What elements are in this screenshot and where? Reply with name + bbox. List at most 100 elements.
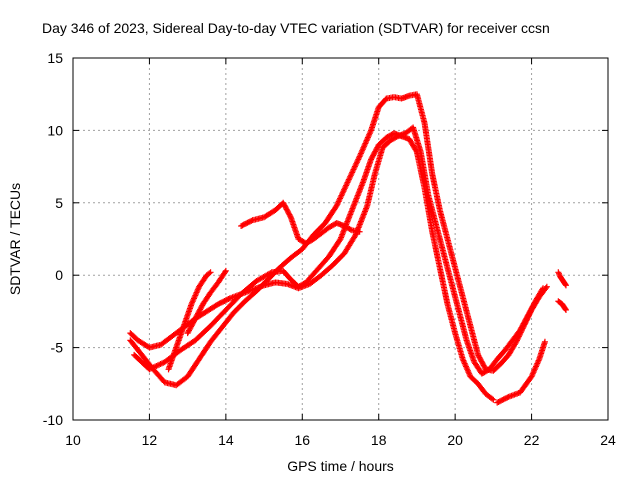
data-point — [369, 153, 376, 160]
data-point — [562, 306, 569, 313]
data-point — [490, 396, 497, 403]
series-arc-9 — [555, 298, 569, 313]
data-point — [188, 322, 195, 329]
data-point — [371, 149, 378, 156]
data-point — [413, 147, 420, 154]
y-axis-label: SDTVAR / TECUs — [7, 183, 23, 295]
x-tick-label: 24 — [600, 432, 616, 448]
data-point — [476, 354, 483, 361]
data-point — [146, 366, 153, 373]
data-point — [516, 332, 523, 339]
series-arc-8 — [555, 269, 569, 289]
data-point — [513, 337, 520, 344]
data-point — [192, 314, 199, 321]
data-point — [281, 202, 288, 209]
series-arc-6 — [184, 267, 229, 337]
data-point — [151, 363, 158, 370]
data-point — [372, 148, 379, 155]
data-point — [520, 322, 527, 329]
data-point — [189, 320, 196, 327]
data-point — [282, 203, 289, 210]
data-point — [197, 305, 204, 312]
series-arc-7 — [494, 338, 548, 406]
data-point — [280, 199, 287, 206]
x-tick-label: 22 — [524, 432, 540, 448]
data-points — [127, 91, 569, 406]
data-point — [522, 320, 529, 327]
data-point — [504, 394, 511, 401]
data-point — [479, 361, 486, 368]
data-point — [191, 316, 198, 323]
data-point — [190, 318, 197, 325]
data-point — [475, 351, 482, 358]
data-point — [518, 328, 525, 335]
axis-ticks: 10 12 14 16 18 20 22 24 -10 -5 0 5 10 15 — [43, 50, 616, 448]
data-point — [267, 270, 274, 277]
data-point — [149, 365, 156, 372]
data-point — [514, 336, 521, 343]
data-point — [523, 317, 530, 324]
data-point — [521, 321, 528, 328]
y-tick-label: 10 — [47, 122, 63, 138]
data-point — [225, 296, 232, 303]
data-point — [195, 310, 202, 317]
data-point — [370, 152, 377, 159]
data-point — [356, 228, 363, 235]
data-point — [368, 156, 375, 163]
series-arc-3 — [131, 130, 497, 403]
data-point — [150, 364, 157, 371]
y-tick-label: -5 — [51, 340, 64, 356]
data-point — [562, 282, 569, 289]
data-point — [524, 316, 531, 323]
data-point — [222, 267, 229, 274]
data-point — [285, 210, 292, 217]
data-point — [374, 144, 381, 151]
data-point — [222, 269, 229, 276]
data-point — [372, 147, 379, 154]
y-tick-label: 5 — [55, 195, 63, 211]
x-tick-label: 10 — [65, 432, 81, 448]
x-tick-label: 20 — [447, 432, 463, 448]
data-point — [519, 326, 526, 333]
data-point — [562, 305, 569, 312]
data-point — [479, 359, 486, 366]
data-point — [517, 329, 524, 336]
data-point — [186, 326, 193, 333]
data-point — [526, 312, 533, 319]
data-point — [283, 206, 290, 213]
data-point — [489, 395, 496, 402]
data-point — [194, 311, 201, 318]
data-point — [188, 323, 195, 330]
grid — [73, 58, 608, 420]
data-point — [526, 310, 533, 317]
x-tick-label: 12 — [142, 432, 158, 448]
data-point — [541, 338, 548, 345]
data-point — [478, 358, 485, 365]
data-point — [147, 365, 154, 372]
data-point — [153, 363, 160, 370]
x-tick-label: 16 — [294, 432, 310, 448]
data-point — [154, 362, 161, 369]
data-point — [562, 281, 569, 288]
data-point — [197, 306, 204, 313]
series-arc-5 — [165, 269, 214, 373]
data-point — [158, 360, 165, 367]
data-point — [192, 315, 199, 322]
data-point — [248, 217, 255, 224]
data-point — [373, 145, 380, 152]
data-point — [336, 237, 343, 244]
data-point — [480, 362, 487, 369]
data-point — [156, 361, 163, 368]
data-point — [475, 353, 482, 360]
data-point — [524, 314, 531, 321]
data-point — [282, 205, 289, 212]
y-tick-label: 0 — [55, 267, 63, 283]
data-point — [481, 363, 488, 370]
y-tick-label: 15 — [47, 50, 63, 66]
x-tick-label: 14 — [218, 432, 234, 448]
data-point — [477, 355, 484, 362]
chart-title: Day 346 of 2023, Sidereal Day-to-day VTE… — [42, 20, 550, 36]
data-point — [513, 338, 520, 345]
data-point — [517, 330, 524, 337]
data-point — [184, 330, 191, 337]
